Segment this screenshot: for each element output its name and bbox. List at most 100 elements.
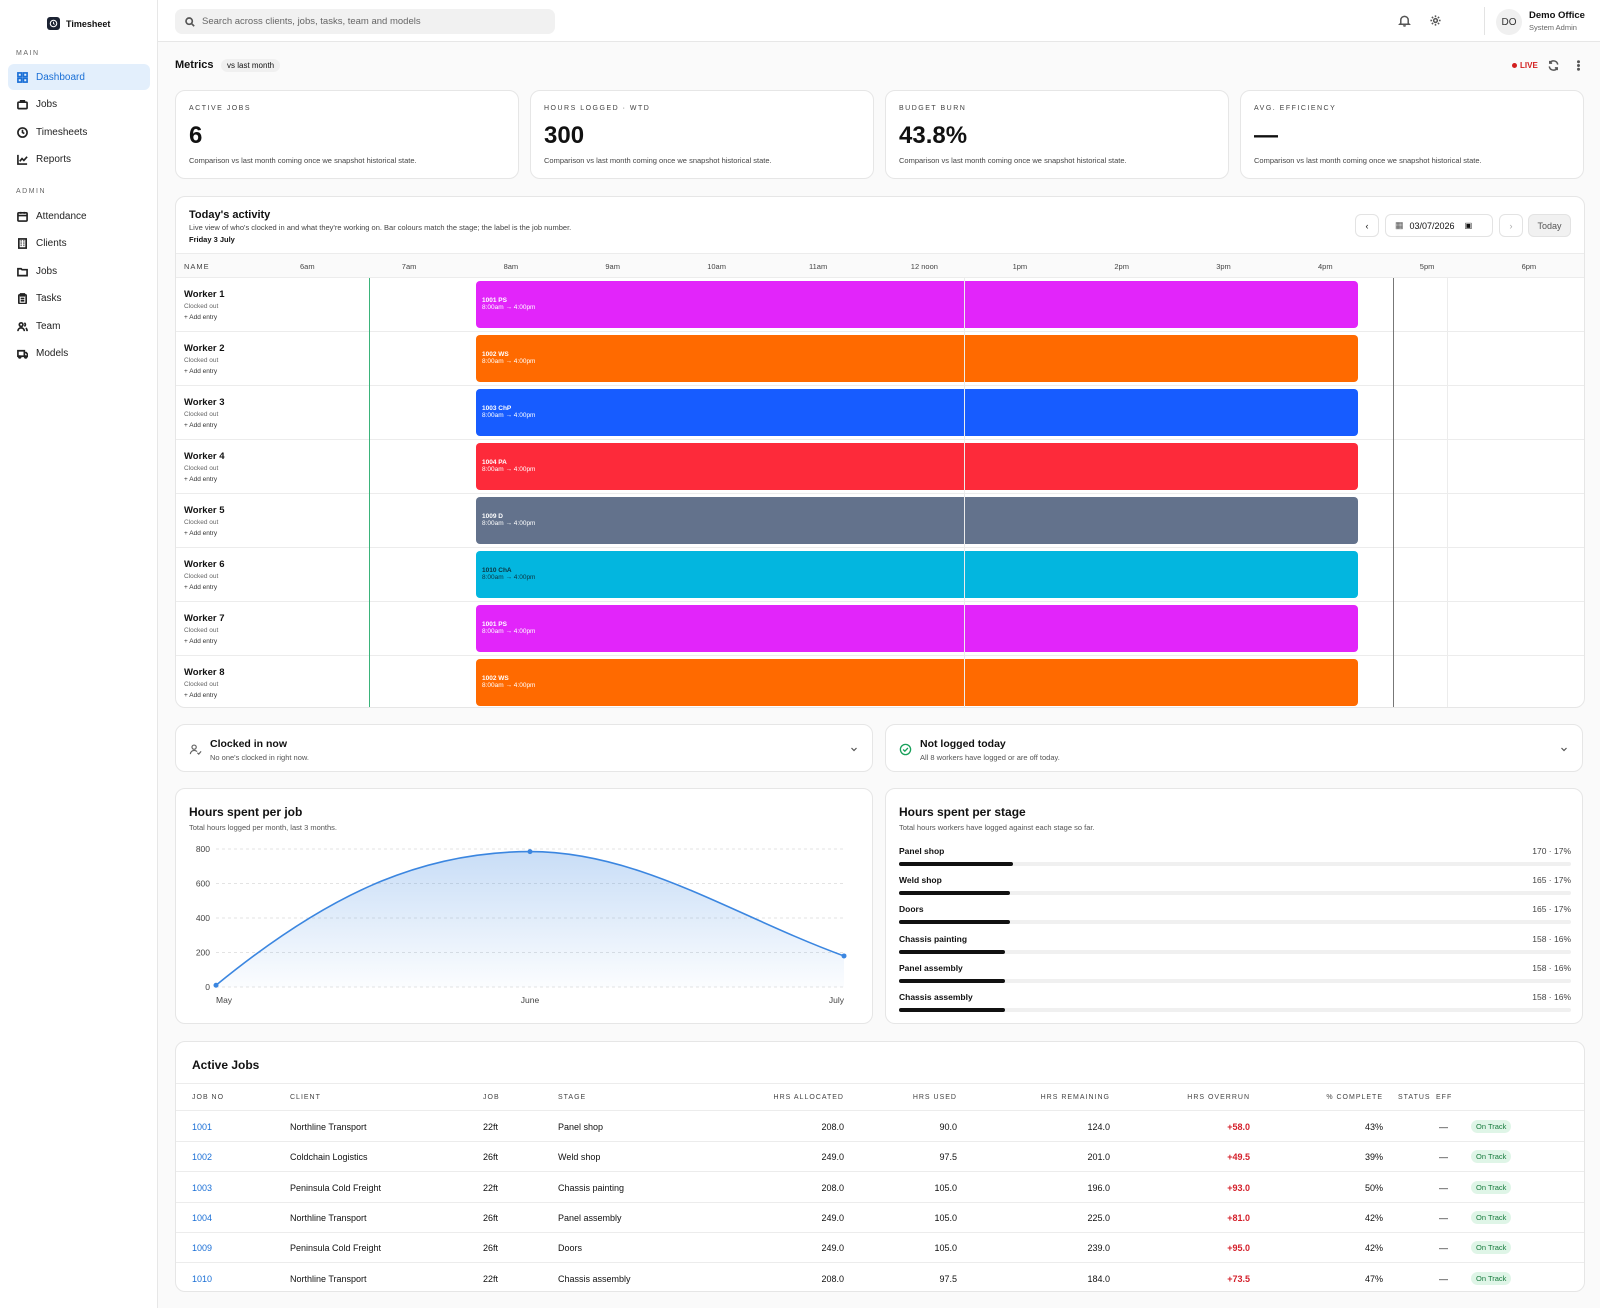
bell-icon[interactable] — [1398, 14, 1412, 28]
metric-value: 300 — [544, 122, 585, 149]
more-vertical-icon[interactable] — [1572, 59, 1586, 73]
metric-label: ACTIVE JOBS — [189, 105, 252, 112]
table-cell: 26ft — [483, 1243, 499, 1254]
stage-track — [899, 920, 1571, 925]
table-row[interactable]: 1003 Peninsula Cold Freight 22ft Chassis pa… — [176, 1173, 1584, 1203]
hour-label: 9am — [605, 262, 620, 271]
refresh-icon[interactable] — [1547, 59, 1561, 73]
avatar[interactable]: DO — [1496, 9, 1522, 35]
table-cell: Panel shop — [558, 1122, 604, 1132]
add-entry-link[interactable]: + Add entry — [184, 314, 218, 321]
time-entry-bar[interactable]: 1003 ChP 8:00am → 4:00pm — [476, 389, 1358, 436]
not-logged-subtitle: All 8 workers have logged or are off tod… — [920, 753, 1060, 762]
add-entry-link[interactable]: + Add entry — [184, 422, 218, 429]
data-point[interactable] — [841, 953, 847, 959]
time-entry-bar[interactable]: 1010 ChA 8:00am → 4:00pm — [476, 551, 1358, 598]
compare-period-pill[interactable]: vs last month — [221, 59, 281, 72]
time-range: 8:00am → 4:00pm — [482, 412, 536, 419]
app-logo[interactable]: Timesheet — [47, 17, 110, 30]
status-badge: On Track — [1471, 1210, 1512, 1224]
job-label: 1003 ChP — [482, 405, 512, 412]
job-number-link[interactable]: 1010 — [192, 1273, 213, 1284]
chevron-down-icon[interactable] — [1560, 745, 1568, 753]
sidebar-item-admin-models[interactable]: Models — [8, 341, 150, 367]
sidebar-item-main-jobs[interactable]: Jobs — [8, 92, 150, 118]
metric-note: Comparison vs last month coming once we … — [899, 156, 1127, 165]
clocked-in-card[interactable]: Clocked in now No one's clocked in right… — [175, 724, 873, 772]
prev-day-button[interactable]: ‹ — [1355, 214, 1379, 237]
job-number-link[interactable]: 1001 — [192, 1122, 213, 1132]
today-button[interactable]: Today — [1528, 214, 1571, 237]
table-row[interactable]: 1010 Northline Transport 22ft Chassis assem… — [176, 1264, 1584, 1292]
sidebar-item-admin-tasks[interactable]: Tasks — [8, 286, 150, 312]
table-cell: Peninsula Cold Freight — [290, 1243, 382, 1254]
worker-status: Clocked out — [184, 357, 219, 364]
sidebar-item-admin-attendance[interactable]: Attendance — [8, 203, 150, 229]
job-label: 1001 PS — [482, 621, 507, 628]
chevron-down-icon[interactable] — [850, 745, 858, 753]
table-row[interactable]: 1001 Northline Transport 22ft Panel shop 208… — [176, 1112, 1584, 1142]
table-row[interactable]: 1009 Peninsula Cold Freight 26ft Doors 249.0… — [176, 1233, 1584, 1264]
time-entry-bar[interactable]: 1009 D 8:00am → 4:00pm — [476, 497, 1358, 544]
calendar-picker-icon[interactable]: ▣ — [1464, 221, 1473, 230]
sidebar-item-main-reports[interactable]: Reports — [8, 147, 150, 173]
time-range: 8:00am → 4:00pm — [482, 520, 536, 527]
add-entry-link[interactable]: + Add entry — [184, 530, 218, 537]
column-header: EFF — [1436, 1094, 1453, 1101]
not-logged-card[interactable]: Not logged today All 8 workers have logg… — [885, 724, 1583, 772]
status-badge: On Track — [1471, 1271, 1512, 1285]
job-label: 1001 PS — [482, 297, 507, 304]
job-number-link[interactable]: 1004 — [192, 1212, 213, 1223]
next-day-button[interactable]: › — [1499, 214, 1523, 237]
table-cell: 249.0 — [821, 1152, 844, 1163]
table-cell: 105.0 — [934, 1182, 957, 1193]
stage-track — [899, 862, 1571, 866]
data-point[interactable] — [527, 849, 533, 855]
timeline-row: Worker 5 Clocked out + Add entry 1009 D 8:00… — [176, 494, 1584, 548]
table-row[interactable]: 1002 Coldchain Logistics 26ft Weld shop 249.… — [176, 1142, 1584, 1173]
hour-label: 3pm — [1216, 262, 1231, 271]
worker-name: Worker 2 — [184, 343, 225, 354]
add-entry-link[interactable]: + Add entry — [184, 692, 218, 699]
search-placeholder: Search across clients, jobs, tasks, team… — [202, 16, 421, 27]
sidebar-item-main-dashboard[interactable]: Dashboard — [8, 64, 150, 90]
sidebar-item-admin-team[interactable]: Team — [8, 313, 150, 339]
global-search[interactable]: Search across clients, jobs, tasks, team… — [175, 9, 555, 34]
building-icon — [18, 238, 27, 249]
user-name[interactable]: Demo Office — [1529, 10, 1585, 21]
job-number-link[interactable]: 1003 — [192, 1182, 213, 1193]
table-cell: 105.0 — [934, 1212, 957, 1223]
time-entry-bar[interactable]: 1001 PS 8:00am → 4:00pm — [476, 281, 1358, 328]
date-picker[interactable]: ▦ 03/07/2026 ▣ — [1385, 214, 1493, 237]
hours-job-subtitle: Total hours logged per month, last 3 mon… — [189, 823, 338, 832]
stage-value: 165 · 17% — [1532, 904, 1571, 915]
add-entry-link[interactable]: + Add entry — [184, 638, 218, 645]
chevron-right-icon: › — [1509, 220, 1513, 231]
stage-value: 158 · 16% — [1532, 962, 1571, 973]
activity-date-label: Friday 3 July — [189, 235, 235, 244]
add-entry-link[interactable]: + Add entry — [184, 368, 218, 375]
time-entry-bar[interactable]: 1002 WS 8:00am → 4:00pm — [476, 659, 1358, 706]
table-row[interactable]: 1004 Northline Transport 26ft Panel assembl… — [176, 1203, 1584, 1233]
worker-status: Clocked out — [184, 573, 219, 580]
stage-track — [899, 1008, 1571, 1012]
job-number-link[interactable]: 1009 — [192, 1243, 213, 1254]
sidebar-item-admin-jobs[interactable]: Jobs — [8, 258, 150, 284]
hour-label: 11am — [809, 262, 828, 271]
hour-label: 6pm — [1521, 262, 1537, 271]
data-point[interactable] — [213, 982, 219, 988]
add-entry-link[interactable]: + Add entry — [184, 476, 218, 483]
job-number-link[interactable]: 1002 — [192, 1152, 213, 1163]
table-cell: Weld shop — [558, 1152, 601, 1163]
sidebar-item-main-timesheets[interactable]: Timesheets — [8, 119, 150, 145]
status-badge: On Track — [1471, 1120, 1512, 1133]
add-entry-link[interactable]: + Add entry — [184, 584, 218, 591]
column-header: STATUS — [1398, 1094, 1431, 1101]
live-indicator: LIVE — [1512, 61, 1538, 70]
time-entry-bar[interactable]: 1002 WS 8:00am → 4:00pm — [476, 335, 1358, 382]
sidebar-item-admin-clients[interactable]: Clients — [8, 231, 150, 257]
todays-activity-card: Today's activity Live view of who's cloc… — [175, 196, 1585, 708]
time-entry-bar[interactable]: 1004 PA 8:00am → 4:00pm — [476, 443, 1358, 490]
time-entry-bar[interactable]: 1001 PS 8:00am → 4:00pm — [476, 605, 1358, 652]
gear-icon[interactable] — [1429, 14, 1443, 28]
